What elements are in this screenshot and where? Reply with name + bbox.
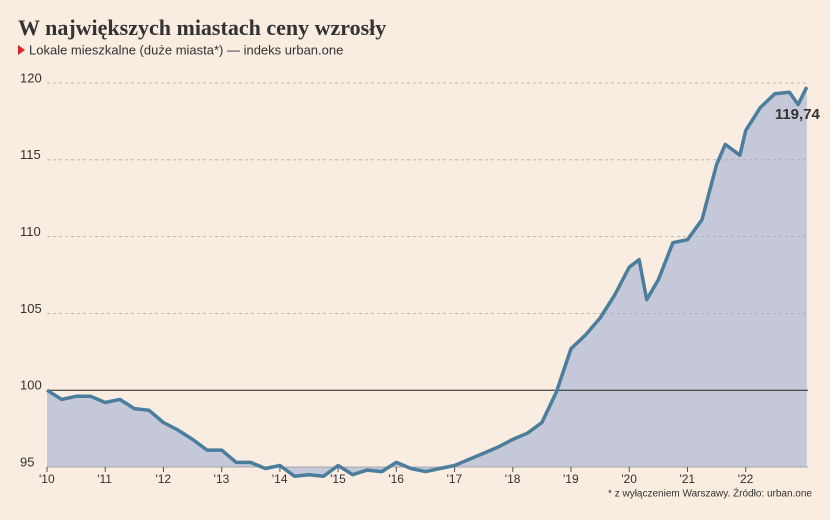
x-tick-label: '22 — [738, 472, 754, 486]
x-tick-label: '17 — [447, 472, 463, 486]
end-label: 119,74 — [775, 106, 821, 123]
chart-title: W największych miastach ceny wzrosły — [18, 15, 386, 40]
y-tick-label: 105 — [20, 301, 42, 316]
x-tick-label: '16 — [388, 472, 404, 486]
x-tick-label: '15 — [330, 472, 346, 486]
footnote: * z wyłączeniem Warszawy. Źródło: urban.… — [608, 487, 812, 500]
chart-subtitle: Lokale mieszkalne (duże miasta*) — indek… — [29, 42, 343, 57]
y-tick-label: 100 — [20, 378, 42, 393]
x-tick-label: '12 — [155, 472, 171, 486]
area — [47, 87, 807, 477]
y-tick-label: 95 — [20, 454, 34, 469]
x-tick-label: '14 — [272, 472, 288, 486]
x-tick-label: '18 — [505, 472, 521, 486]
x-tick-label: '11 — [97, 472, 112, 486]
y-tick-label: 110 — [20, 224, 41, 239]
y-tick-label: 120 — [20, 70, 42, 85]
x-tick-label: '10 — [39, 472, 55, 486]
x-tick-label: '20 — [621, 472, 637, 486]
x-tick-label: '19 — [563, 472, 579, 486]
y-tick-label: 115 — [20, 147, 41, 162]
x-tick-label: '21 — [679, 472, 695, 486]
line — [46, 86, 809, 478]
subtitle-marker — [18, 45, 25, 55]
x-tick-label: '13 — [214, 472, 230, 486]
